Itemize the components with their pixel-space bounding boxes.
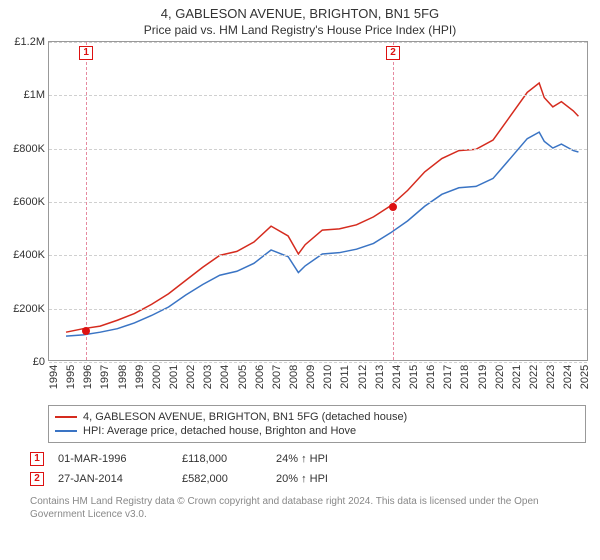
x-tick-label: 2023 bbox=[545, 365, 557, 389]
sale-delta: 24% ↑ HPI bbox=[276, 453, 376, 465]
legend-label: 4, GABLESON AVENUE, BRIGHTON, BN1 5FG (d… bbox=[83, 411, 407, 423]
y-tick-label: £200K bbox=[3, 303, 45, 315]
y-tick-label: £0 bbox=[3, 356, 45, 368]
sale-price: £118,000 bbox=[182, 453, 262, 465]
x-tick-label: 2014 bbox=[391, 365, 403, 389]
x-tick-label: 2022 bbox=[528, 365, 540, 389]
legend-label: HPI: Average price, detached house, Brig… bbox=[83, 425, 356, 437]
x-tick-label: 2001 bbox=[168, 365, 180, 389]
gridline bbox=[49, 95, 587, 96]
sale-badge: 2 bbox=[30, 472, 44, 486]
x-tick-label: 2013 bbox=[374, 365, 386, 389]
x-tick-label: 2002 bbox=[185, 365, 197, 389]
sale-marker-line bbox=[393, 42, 394, 360]
sale-row: 1 01-MAR-1996 £118,000 24% ↑ HPI bbox=[30, 449, 586, 469]
x-tick-label: 2015 bbox=[408, 365, 420, 389]
gridline bbox=[49, 309, 587, 310]
x-tick-label: 2020 bbox=[494, 365, 506, 389]
sale-delta: 20% ↑ HPI bbox=[276, 473, 376, 485]
x-tick-label: 2006 bbox=[254, 365, 266, 389]
x-tick-label: 2003 bbox=[202, 365, 214, 389]
x-tick-label: 2021 bbox=[511, 365, 523, 389]
y-tick-label: £800K bbox=[3, 143, 45, 155]
x-tick-label: 2011 bbox=[339, 365, 351, 389]
x-tick-label: 2000 bbox=[151, 365, 163, 389]
y-tick-label: £1M bbox=[3, 89, 45, 101]
x-tick-label: 2019 bbox=[477, 365, 489, 389]
sale-price: £582,000 bbox=[182, 473, 262, 485]
y-tick-label: £600K bbox=[3, 196, 45, 208]
chart-title: 4, GABLESON AVENUE, BRIGHTON, BN1 5FG bbox=[0, 0, 600, 21]
x-tick-label: 2007 bbox=[271, 365, 283, 389]
x-tick-label: 2016 bbox=[425, 365, 437, 389]
x-tick-label: 2017 bbox=[442, 365, 454, 389]
x-tick-label: 2010 bbox=[322, 365, 334, 389]
gridline bbox=[49, 42, 587, 43]
y-tick-label: £1.2M bbox=[3, 36, 45, 48]
x-tick-label: 1997 bbox=[99, 365, 111, 389]
chart-subtitle: Price paid vs. HM Land Registry's House … bbox=[0, 21, 600, 41]
sale-marker-dot bbox=[82, 327, 90, 335]
series-property bbox=[66, 83, 578, 332]
x-tick-label: 2005 bbox=[237, 365, 249, 389]
x-tick-label: 1994 bbox=[48, 365, 60, 389]
gridline bbox=[49, 149, 587, 150]
x-tick-label: 1995 bbox=[65, 365, 77, 389]
x-tick-label: 1999 bbox=[134, 365, 146, 389]
gridline bbox=[49, 255, 587, 256]
legend-item: HPI: Average price, detached house, Brig… bbox=[55, 424, 579, 438]
sale-marker-badge: 2 bbox=[386, 46, 400, 60]
series-hpi bbox=[66, 132, 578, 336]
sale-marker-dot bbox=[389, 203, 397, 211]
x-tick-label: 1998 bbox=[117, 365, 129, 389]
sale-row: 2 27-JAN-2014 £582,000 20% ↑ HPI bbox=[30, 469, 586, 489]
x-axis-labels: 1994 1995 1996 1997 1998 1999 2000 2001 2002 2003… bbox=[48, 361, 588, 397]
x-tick-label: 2025 bbox=[579, 365, 591, 389]
legend-swatch bbox=[55, 430, 77, 432]
sale-marker-badge: 1 bbox=[79, 46, 93, 60]
line-series-svg bbox=[49, 42, 587, 360]
sale-badge: 1 bbox=[30, 452, 44, 466]
legend-swatch bbox=[55, 416, 77, 418]
x-tick-label: 2018 bbox=[459, 365, 471, 389]
legend-box: 4, GABLESON AVENUE, BRIGHTON, BN1 5FG (d… bbox=[48, 405, 586, 443]
sale-date: 01-MAR-1996 bbox=[58, 453, 168, 465]
sale-date: 27-JAN-2014 bbox=[58, 473, 168, 485]
footnote-text: Contains HM Land Registry data © Crown c… bbox=[30, 495, 586, 521]
legend-item: 4, GABLESON AVENUE, BRIGHTON, BN1 5FG (d… bbox=[55, 410, 579, 424]
plot-area: £0£200K£400K£600K£800K£1M£1.2M12 bbox=[48, 41, 588, 361]
x-tick-label: 2008 bbox=[288, 365, 300, 389]
x-tick-label: 2012 bbox=[357, 365, 369, 389]
gridline bbox=[49, 202, 587, 203]
sales-table: 1 01-MAR-1996 £118,000 24% ↑ HPI 2 27-JAN-201… bbox=[30, 449, 586, 489]
x-tick-label: 2009 bbox=[305, 365, 317, 389]
y-tick-label: £400K bbox=[3, 249, 45, 261]
sale-marker-line bbox=[86, 42, 87, 360]
chart-container: 4, GABLESON AVENUE, BRIGHTON, BN1 5FG Pr… bbox=[0, 0, 600, 560]
x-tick-label: 2004 bbox=[219, 365, 231, 389]
x-tick-label: 1996 bbox=[82, 365, 94, 389]
x-tick-label: 2024 bbox=[562, 365, 574, 389]
